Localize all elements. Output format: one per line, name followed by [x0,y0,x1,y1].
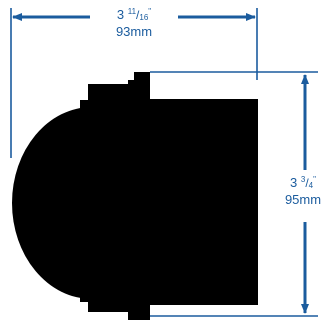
width-dimension-label: 3 11/16" 93mm [88,7,180,39]
height-dimension-label: 3 3/4" 95mm [279,175,327,207]
width-inch-mark: " [148,7,152,16]
height-metric-value: 95mm [284,192,322,207]
width-whole: 3 [116,7,125,22]
width-inch-value: 3 11/16" [116,7,152,22]
compass-dome [12,107,92,299]
width-denominator: 16 [139,13,149,22]
width-numerator: 11 [127,7,137,16]
width-metric-value: 93mm [115,24,153,39]
height-inch-value: 3 3/4" [290,175,316,190]
height-inch-mark: " [313,175,316,184]
height-denominator: 4 [308,181,314,190]
compass-silhouette [12,72,258,320]
compass-flange [134,72,150,320]
compass-rear-body [148,99,258,305]
height-numerator: 3 [300,175,306,184]
height-whole: 3 [290,175,298,190]
compass-collar [88,80,137,320]
